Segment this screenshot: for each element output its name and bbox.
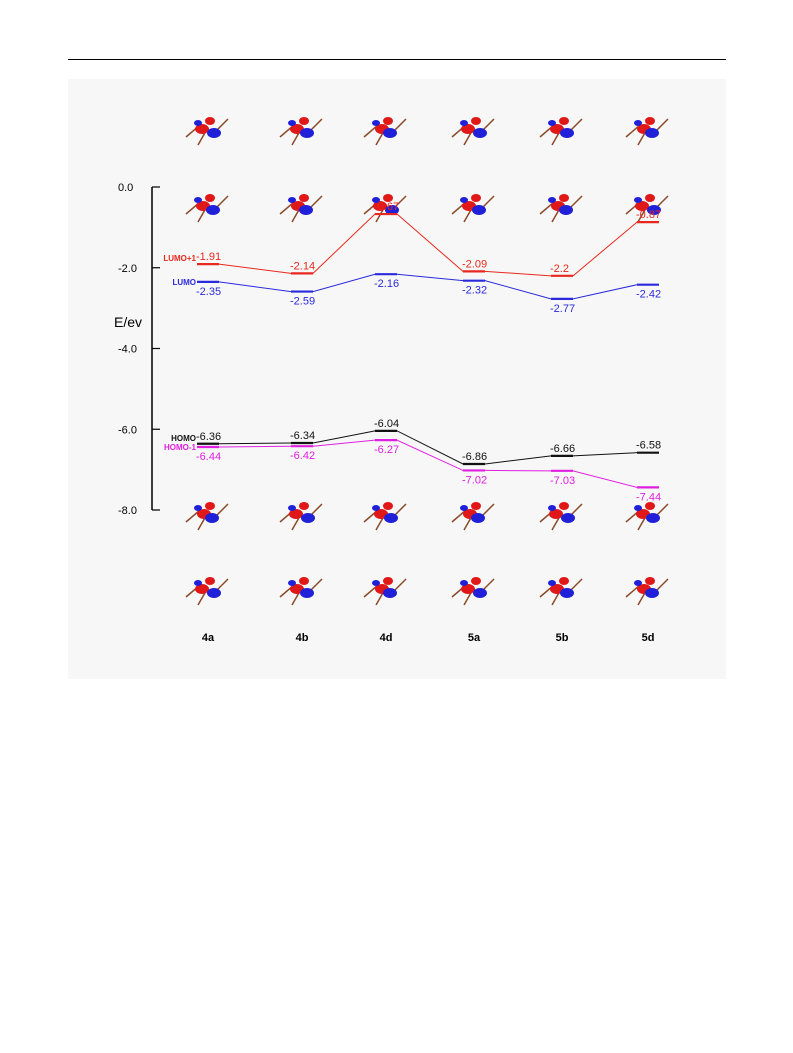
value-label: -2.32	[462, 285, 487, 297]
y-tick-label: 0.0	[118, 182, 133, 194]
orbital-image	[625, 117, 669, 146]
series-layer: -1.91 -2.14 -0.67 -2.09 -2.2 -0.87 LUMO+1 -2.35…	[163, 201, 661, 503]
series-name-label: HOMO-1	[164, 443, 197, 452]
value-label: -2.59	[290, 296, 315, 308]
value-label: -2.16	[374, 278, 399, 290]
value-label: -6.86	[462, 451, 487, 463]
page-top-rule	[68, 59, 726, 60]
series-line	[197, 430, 659, 465]
orbital-image	[625, 502, 669, 531]
series-line	[197, 273, 659, 300]
orbital-image	[539, 194, 583, 223]
value-label: -6.04	[374, 418, 399, 430]
value-label: -6.27	[374, 444, 399, 456]
value-label: -6.34	[290, 430, 315, 442]
orbital-image	[279, 577, 323, 606]
value-label: -2.14	[290, 260, 315, 272]
orbital-image	[279, 194, 323, 223]
orbital-image	[451, 502, 495, 531]
orbital-image	[279, 502, 323, 531]
orbital-image	[625, 577, 669, 606]
value-label: -7.44	[636, 491, 661, 503]
category-labels: 4a 4b 4d 5a 5b 5d	[202, 632, 655, 644]
series-homo: -6.36 -6.34 -6.04 -6.86 -6.66 -6.58 HOMO	[171, 418, 661, 466]
value-label: -6.42	[290, 450, 315, 462]
category-label: 5b	[556, 632, 569, 644]
orbital-image	[539, 502, 583, 531]
value-label: -7.02	[462, 474, 487, 486]
orbital-image	[185, 194, 229, 223]
orbital-image	[185, 577, 229, 606]
category-label: 5a	[468, 632, 481, 644]
y-tick-label: -2.0	[118, 263, 137, 275]
orbital-image	[451, 577, 495, 606]
orbital-image	[539, 577, 583, 606]
orbital-image	[185, 502, 229, 531]
orbital-image	[279, 117, 323, 146]
value-label: -7.03	[550, 475, 575, 487]
value-label: -6.44	[196, 451, 221, 463]
series-homo-1: -6.44 -6.42 -6.27 -7.02 -7.03 -7.44 HOMO-1	[164, 439, 661, 503]
orbital-image	[363, 502, 407, 531]
value-label: -2.42	[636, 289, 661, 301]
series-name-label: LUMO	[172, 278, 196, 287]
orbital-image	[625, 194, 669, 223]
series-name-label: HOMO	[171, 434, 196, 443]
series-lumo: -2.35 -2.59 -2.16 -2.32 -2.77 -2.42 LUMO	[172, 273, 661, 315]
value-label: -2.35	[196, 286, 221, 298]
value-label: -6.36	[196, 431, 221, 443]
y-tick-label: -8.0	[118, 505, 137, 517]
orbital-image	[539, 117, 583, 146]
orbital-image	[363, 117, 407, 146]
value-label: -0.87	[636, 209, 661, 221]
category-label: 4a	[202, 632, 215, 644]
value-label: -6.66	[550, 443, 575, 455]
value-label: -6.58	[636, 440, 661, 452]
orbital-image	[185, 117, 229, 146]
category-label: 5d	[642, 632, 655, 644]
series-lumo-1: -1.91 -2.14 -0.67 -2.09 -2.2 -0.87 LUMO+1	[163, 201, 661, 277]
figure-panel: 0.0 -2.0 -4.0 -6.0 -8.0 E/ev -1.91 -2.14 -0.67…	[68, 79, 726, 679]
series-name-label: LUMO+1	[163, 254, 196, 263]
y-axis-ticks: 0.0 -2.0 -4.0 -6.0 -8.0	[118, 182, 160, 517]
series-line	[197, 213, 659, 277]
orbital-renderings	[185, 117, 669, 606]
category-label: 4b	[296, 632, 309, 644]
value-label: -1.91	[196, 251, 221, 263]
value-label: -2.2	[550, 263, 569, 275]
value-label: -2.09	[462, 258, 487, 270]
orbital-image	[363, 577, 407, 606]
orbital-image	[451, 117, 495, 146]
value-label: -0.67	[374, 201, 399, 213]
y-tick-label: -6.0	[118, 424, 137, 436]
y-tick-label: -4.0	[118, 344, 137, 356]
value-label: -2.77	[550, 303, 575, 315]
series-line	[197, 439, 659, 488]
category-label: 4d	[380, 632, 393, 644]
orbital-image	[451, 194, 495, 223]
y-axis-label: E/ev	[114, 314, 142, 330]
energy-level-chart: 0.0 -2.0 -4.0 -6.0 -8.0 E/ev -1.91 -2.14 -0.67…	[114, 117, 669, 644]
